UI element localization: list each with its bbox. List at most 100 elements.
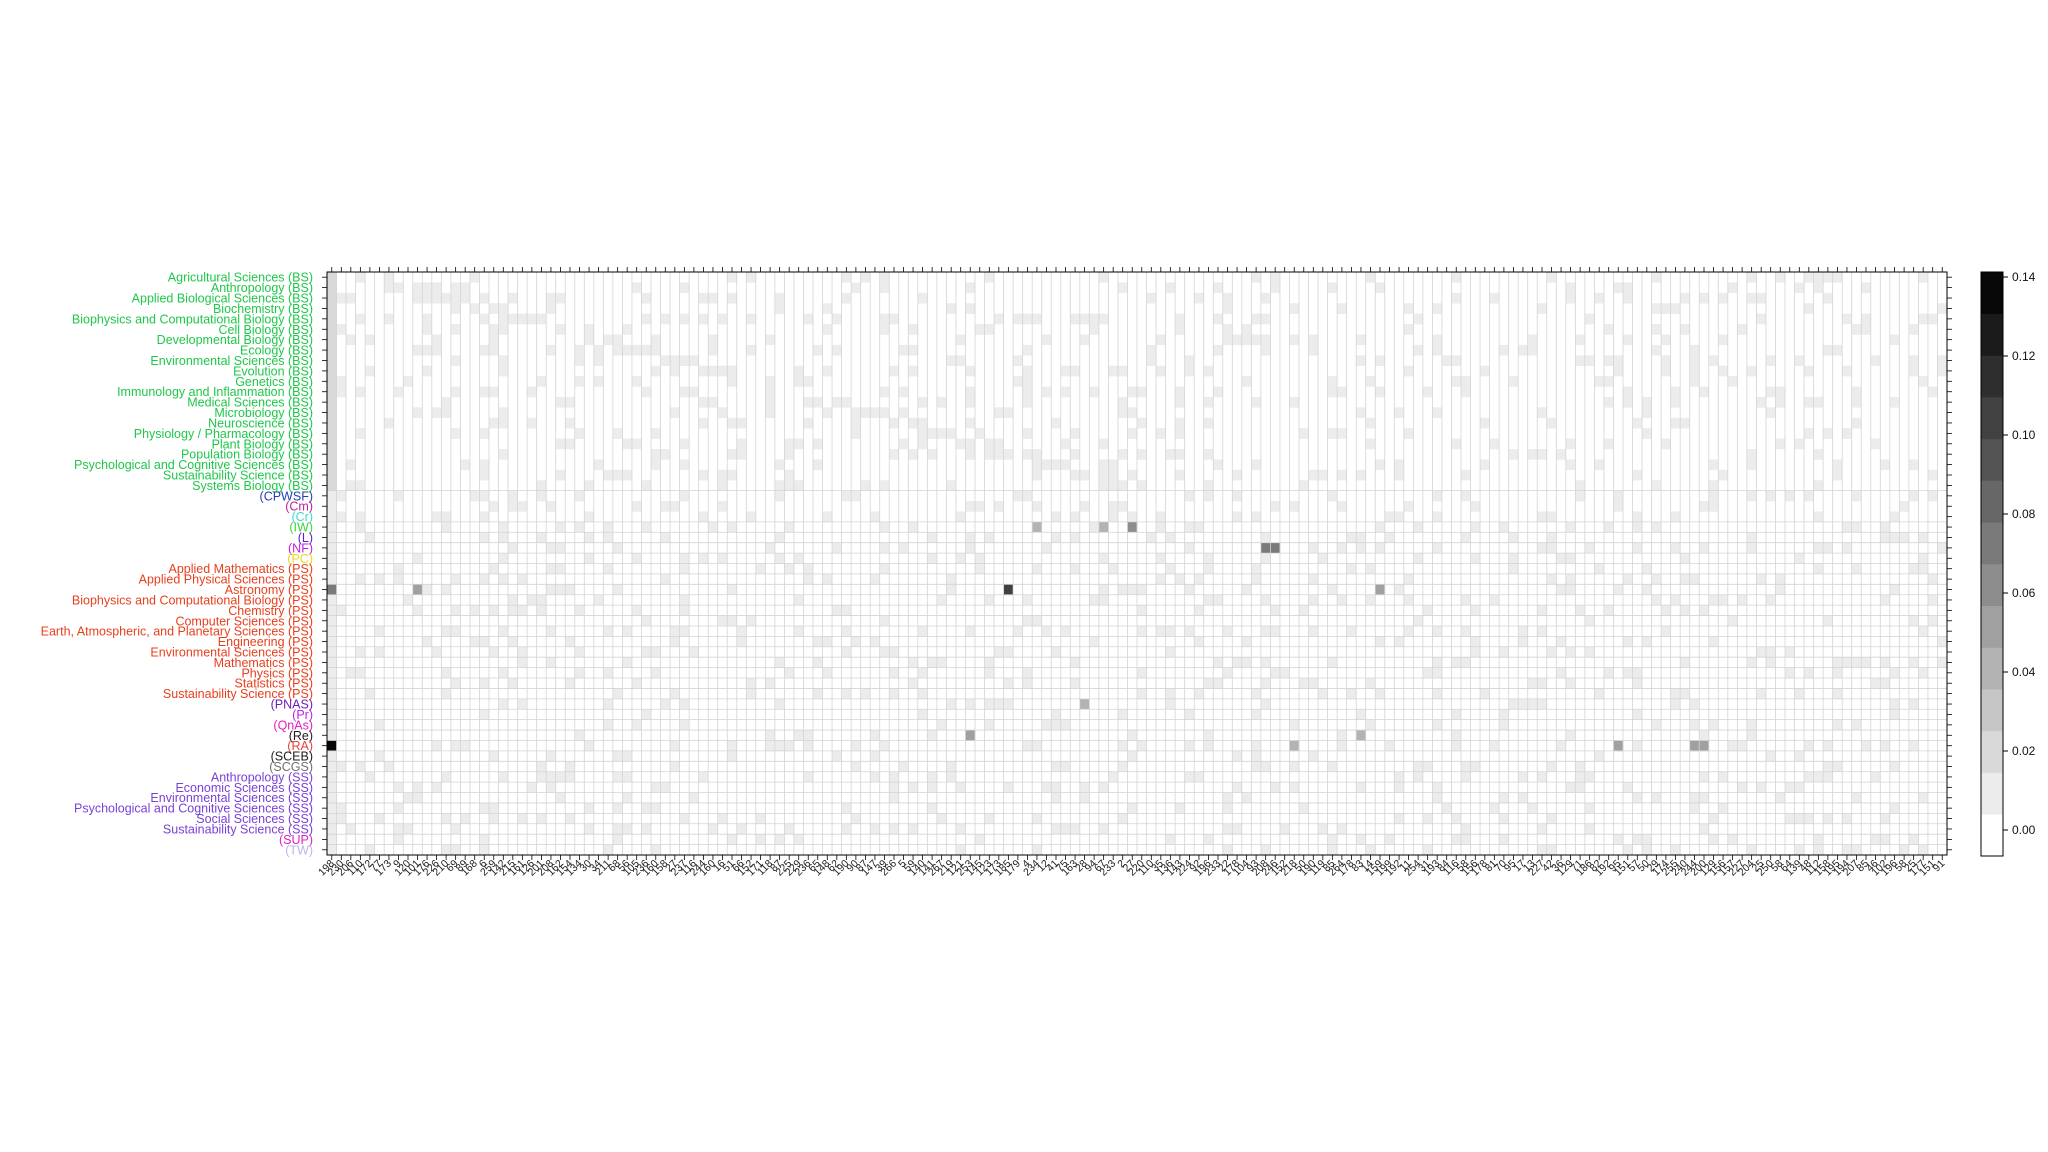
heatmap-cell — [327, 761, 337, 772]
heatmap-cell — [794, 834, 804, 845]
heatmap-cell — [1242, 636, 1252, 647]
heatmap-cell — [1795, 439, 1805, 450]
heatmap-cell — [756, 813, 766, 824]
heatmap-cell — [1480, 459, 1490, 470]
heatmap-cell — [1328, 761, 1338, 772]
heatmap-cell — [1795, 553, 1805, 564]
heatmap-cell — [1585, 543, 1595, 554]
heatmap-cell — [1118, 449, 1128, 460]
heatmap-cell — [327, 616, 337, 627]
heatmap-cell — [1328, 845, 1338, 856]
heatmap-cell — [413, 782, 423, 793]
heatmap-cell — [1747, 459, 1757, 470]
heatmap-cell — [1070, 824, 1080, 835]
heatmap-cell — [1204, 491, 1214, 502]
heatmap-cell — [327, 584, 337, 595]
heatmap-cell — [1108, 480, 1118, 491]
heatmap-cell — [403, 376, 413, 387]
heatmap-cell — [1652, 720, 1662, 731]
heatmap-cell — [832, 345, 842, 356]
heatmap-cell — [1918, 532, 1928, 543]
heatmap-cell — [499, 407, 509, 418]
heatmap-cell — [413, 282, 423, 293]
heatmap-cell — [1775, 584, 1785, 595]
heatmap-cell — [537, 595, 547, 606]
heatmap-cell — [1375, 584, 1385, 595]
heatmap-cell — [1375, 459, 1385, 470]
heatmap-cell — [1032, 813, 1042, 824]
heatmap-cell — [927, 730, 937, 741]
heatmap-cell — [422, 366, 432, 377]
heatmap-cell — [1575, 605, 1585, 616]
heatmap-cell — [1642, 584, 1652, 595]
heatmap-cell — [1194, 522, 1204, 533]
heatmap-cell — [1013, 376, 1023, 387]
heatmap-cell — [927, 657, 937, 668]
heatmap-cell — [708, 522, 718, 533]
heatmap-cell — [1061, 626, 1071, 637]
heatmap-cell — [432, 334, 442, 345]
heatmap-cell — [1795, 355, 1805, 366]
heatmap-cell — [937, 720, 947, 731]
heatmap-cell — [1652, 303, 1662, 314]
heatmap-cell — [832, 751, 842, 762]
heatmap-cell — [784, 439, 794, 450]
heatmap-cell — [1137, 387, 1147, 398]
heatmap-cell — [1652, 574, 1662, 585]
heatmap-cell — [1594, 751, 1604, 762]
heatmap-cell — [889, 647, 899, 658]
heatmap-cell — [413, 605, 423, 616]
heatmap-cell — [508, 636, 518, 647]
heatmap-cell — [394, 782, 404, 793]
heatmap-cell — [889, 824, 899, 835]
heatmap-cell — [327, 439, 337, 450]
heatmap-cell — [632, 282, 642, 293]
heatmap-cell — [1156, 553, 1166, 564]
heatmap-cell — [1375, 387, 1385, 398]
heatmap-cell — [1166, 282, 1176, 293]
heatmap-cell — [1185, 522, 1195, 533]
heatmap-cell — [1147, 345, 1157, 356]
heatmap-cell — [1547, 761, 1557, 772]
heatmap-cell — [1328, 657, 1338, 668]
heatmap-cell — [823, 574, 833, 585]
heatmap-cell — [651, 803, 661, 814]
heatmap-cell — [1366, 564, 1376, 575]
heatmap-cell — [327, 751, 337, 762]
heatmap-cell — [1366, 418, 1376, 429]
heatmap-cell — [1089, 636, 1099, 647]
heatmap-cell — [985, 720, 995, 731]
heatmap-cell — [1499, 834, 1509, 845]
heatmap-cell — [851, 407, 861, 418]
heatmap-cell — [1204, 595, 1214, 606]
heatmap-cell — [784, 564, 794, 575]
heatmap-cell — [327, 324, 337, 335]
heatmap-cell — [1613, 834, 1623, 845]
heatmap-cell — [394, 387, 404, 398]
heatmap-cell — [337, 387, 347, 398]
heatmap-cell — [1623, 397, 1633, 408]
heatmap-cell — [1737, 782, 1747, 793]
heatmap-cell — [422, 324, 432, 335]
heatmap-cell — [727, 470, 737, 481]
heatmap-cell — [565, 772, 575, 783]
heatmap-cell — [1880, 657, 1890, 668]
heatmap-cell — [1175, 470, 1185, 481]
heatmap-cell — [1652, 522, 1662, 533]
heatmap-cell — [1032, 845, 1042, 856]
heatmap-cell — [1404, 428, 1414, 439]
heatmap-cell — [842, 688, 852, 699]
heatmap-cell — [1261, 595, 1271, 606]
heatmap-cell — [575, 668, 585, 679]
heatmap-cell — [1242, 793, 1252, 804]
heatmap-cell — [422, 293, 432, 304]
heatmap-cell — [1337, 730, 1347, 741]
heatmap-cell — [346, 293, 356, 304]
heatmap-cell — [613, 803, 623, 814]
heatmap-cell — [746, 345, 756, 356]
heatmap-cell — [946, 480, 956, 491]
heatmap-cell — [1118, 501, 1128, 512]
heatmap-cell — [613, 688, 623, 699]
heatmap-cell — [1451, 293, 1461, 304]
heatmap-cell — [1270, 668, 1280, 679]
